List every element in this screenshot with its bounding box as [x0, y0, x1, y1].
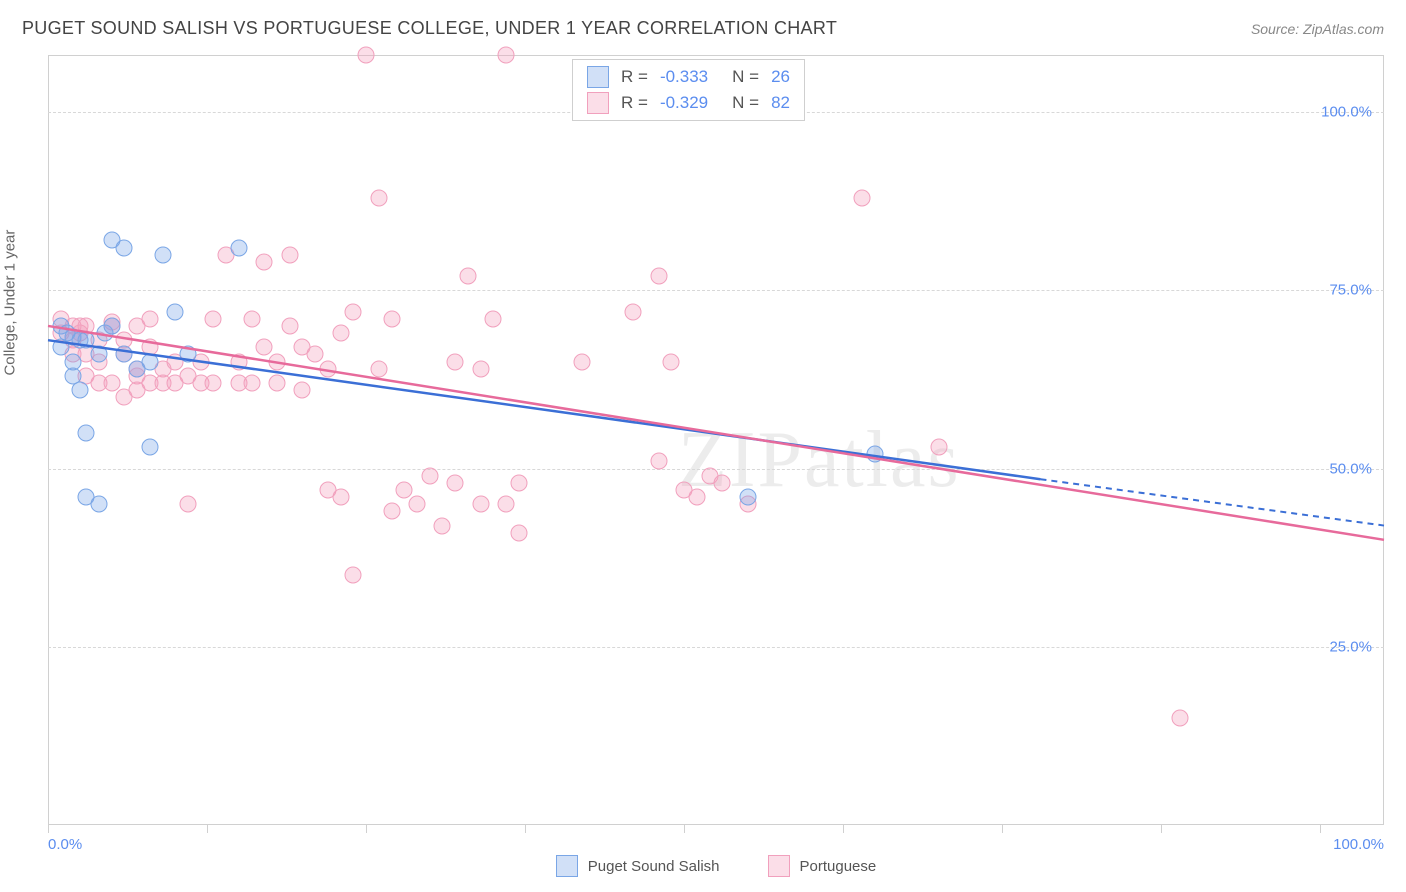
stat-row: R = -0.333 N = 26 [587, 64, 790, 90]
x-axis-max-label: 100.0% [1333, 836, 1384, 853]
stat-r-label: R = [621, 67, 648, 87]
swatch-icon [587, 66, 609, 88]
swatch-icon [768, 855, 790, 877]
x-tick [525, 825, 526, 833]
stat-r-value: -0.329 [660, 93, 708, 113]
legend: Puget Sound Salish Portuguese [48, 855, 1384, 877]
legend-item-portuguese: Portuguese [768, 855, 877, 877]
x-tick [366, 825, 367, 833]
source-label: Source: ZipAtlas.com [1251, 21, 1384, 37]
legend-label: Portuguese [800, 858, 877, 875]
x-axis-min-label: 0.0% [48, 836, 82, 853]
x-tick [843, 825, 844, 833]
correlation-stats-box: R = -0.333 N = 26 R = -0.329 N = 82 [572, 59, 805, 121]
x-tick [1320, 825, 1321, 833]
x-tick [684, 825, 685, 833]
legend-label: Puget Sound Salish [588, 858, 720, 875]
trend-lines [48, 55, 1384, 825]
stat-n-label: N = [732, 93, 759, 113]
stat-row: R = -0.329 N = 82 [587, 90, 790, 116]
stat-r-label: R = [621, 93, 648, 113]
x-tick [1161, 825, 1162, 833]
stat-n-value: 82 [771, 93, 790, 113]
plot-area: ZIPatlas 25.0%50.0%75.0%100.0%R = -0.333… [48, 55, 1384, 825]
swatch-icon [587, 92, 609, 114]
page-title: PUGET SOUND SALISH VS PORTUGUESE COLLEGE… [22, 18, 837, 39]
y-axis-title: College, Under 1 year [2, 230, 19, 376]
stat-r-value: -0.333 [660, 67, 708, 87]
x-tick [1002, 825, 1003, 833]
stat-n-label: N = [732, 67, 759, 87]
x-tick [207, 825, 208, 833]
swatch-icon [556, 855, 578, 877]
stat-n-value: 26 [771, 67, 790, 87]
legend-item-salish: Puget Sound Salish [556, 855, 720, 877]
x-tick [48, 825, 49, 833]
